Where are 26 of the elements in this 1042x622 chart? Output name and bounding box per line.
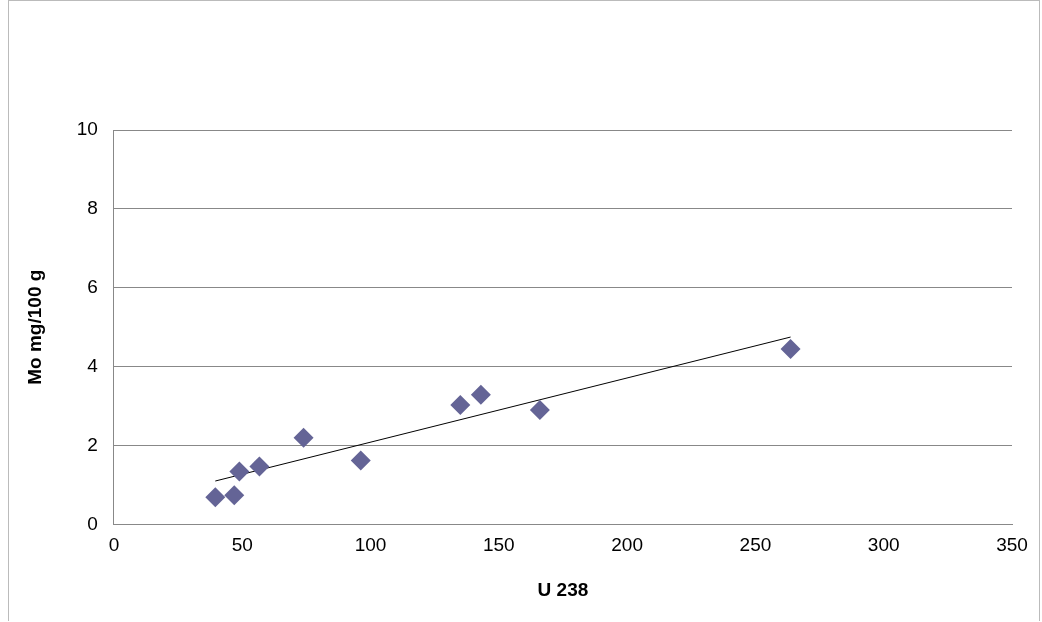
x-tick-label: 350 <box>996 534 1028 556</box>
point <box>450 394 471 415</box>
x-tick-label: 300 <box>867 534 900 556</box>
x-tick-label: 0 <box>108 534 120 556</box>
x-axis-title: U 238 <box>537 578 589 600</box>
y-tick-label: 6 <box>87 275 98 297</box>
point <box>780 338 801 359</box>
x-tick-label: 250 <box>739 534 772 556</box>
point <box>205 487 226 508</box>
y-tick-label: 10 <box>76 118 98 140</box>
point <box>470 384 491 405</box>
point <box>229 461 250 482</box>
y-axis-title: Mo mg/100 g <box>23 269 45 385</box>
y-tick-label: 2 <box>87 433 98 455</box>
x-tick-label: 200 <box>611 534 643 556</box>
point <box>224 485 245 506</box>
point <box>249 456 270 477</box>
point <box>350 450 371 471</box>
point <box>293 427 314 448</box>
x-tick-label: 150 <box>482 534 515 556</box>
x-tick-label: 50 <box>231 534 253 556</box>
x-tick-label: 100 <box>354 534 387 556</box>
y-tick-label: 0 <box>87 512 98 534</box>
y-tick-label: 4 <box>87 354 99 376</box>
y-tick-label: 8 <box>87 197 98 219</box>
point <box>529 400 550 421</box>
